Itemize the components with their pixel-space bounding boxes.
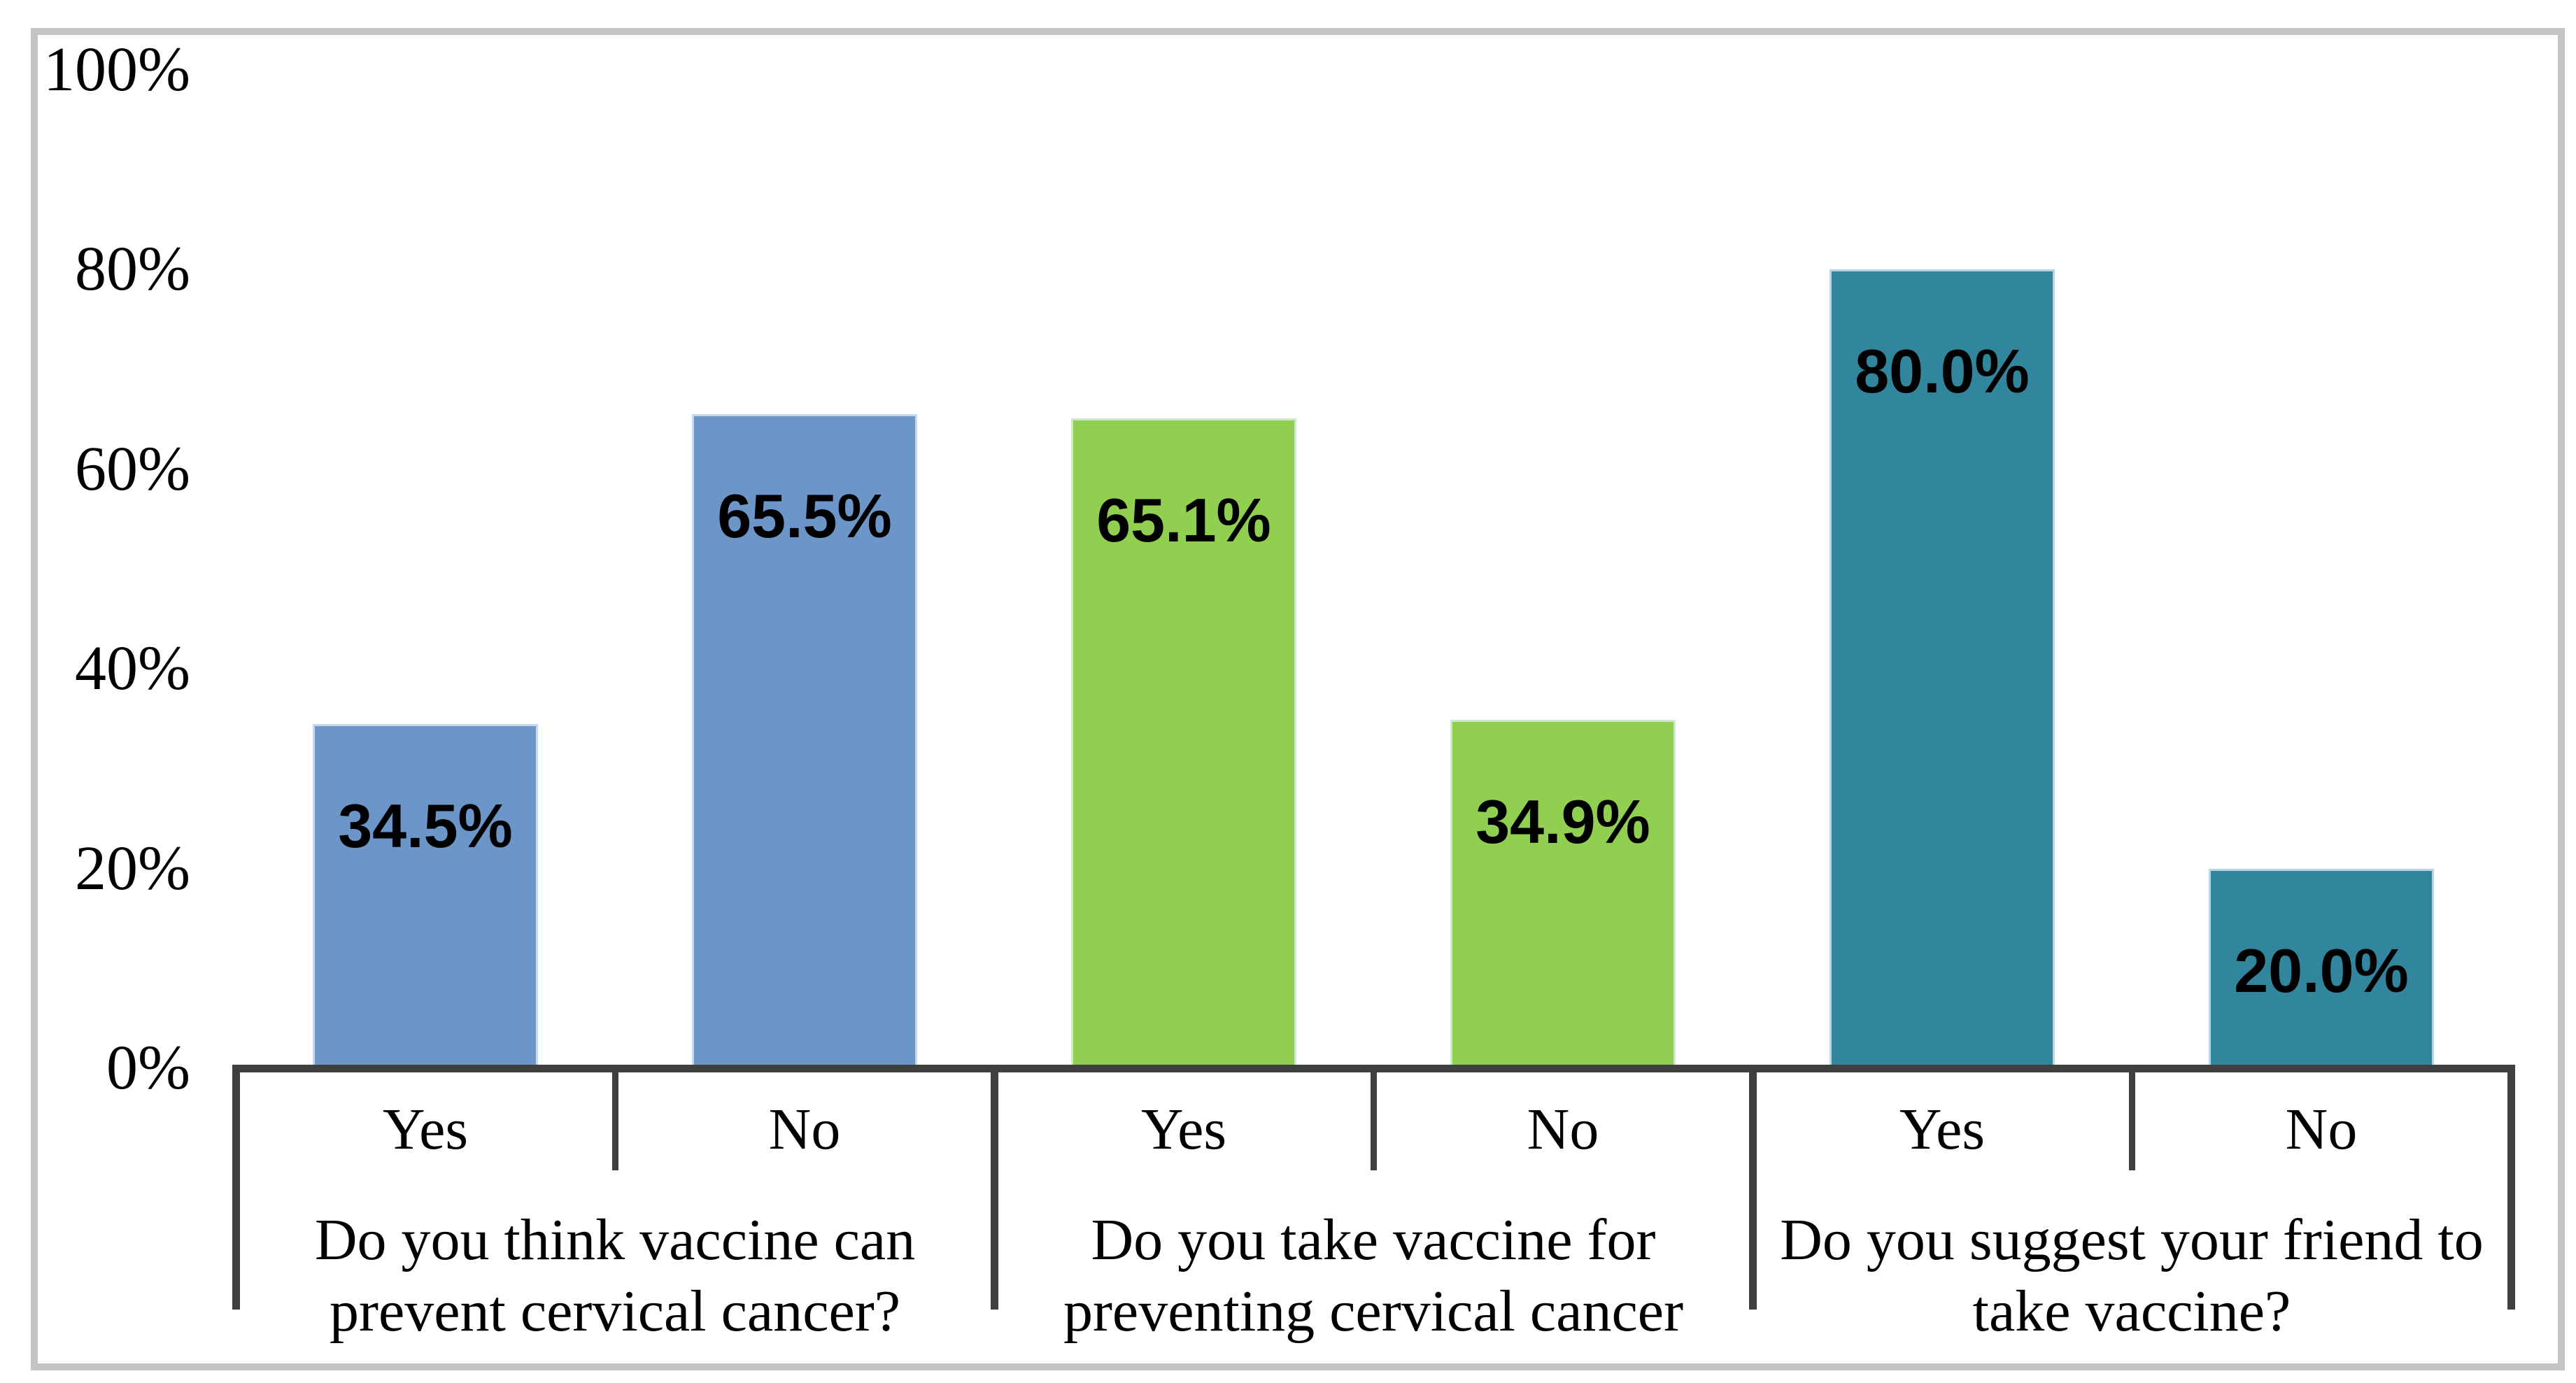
group-question-label: Do you think vaccine can prevent cervica… (248, 1205, 982, 1347)
axis-end-line (2507, 1065, 2515, 1310)
y-axis-label: 60% (75, 434, 190, 504)
group-question-line: Do you take vaccine for (1091, 1207, 1656, 1272)
y-axis-label: 100% (43, 35, 190, 104)
answer-label: No (2285, 1097, 2358, 1162)
answer-tick-line (612, 1068, 618, 1170)
group-separator-line (991, 1065, 998, 1310)
bar-value-label: 34.9% (1475, 787, 1650, 856)
answer-label: Yes (1140, 1097, 1227, 1162)
group-question-line: take vaccine? (1972, 1279, 2291, 1344)
bar: 65.5% (692, 414, 917, 1068)
bar-value-label: 80.0% (1855, 336, 2030, 406)
group-separator-line (1749, 1065, 1757, 1310)
group-question-line: Do you think vaccine can (314, 1207, 916, 1272)
answer-label: No (768, 1097, 841, 1162)
answer-label: No (1527, 1097, 1599, 1162)
answer-label: Yes (1899, 1097, 1986, 1162)
chart-frame (31, 28, 2565, 1370)
bar: 34.9% (1450, 720, 1676, 1068)
bar-value-label: 65.5% (717, 481, 892, 551)
bar: 20.0% (2209, 869, 2434, 1068)
bar-value-label: 34.5% (338, 791, 513, 860)
bar-value-label: 65.1% (1096, 485, 1271, 555)
group-question-line: prevent cervical cancer? (329, 1279, 901, 1344)
bar-value-label: 20.0% (2234, 936, 2409, 1005)
group-question-line: preventing cervical cancer (1063, 1279, 1684, 1344)
y-axis-label: 20% (75, 834, 190, 903)
bar: 65.1% (1071, 418, 1296, 1068)
y-axis-label: 80% (75, 234, 190, 304)
group-question-label: Do you take vaccine for preventing cervi… (1006, 1205, 1741, 1347)
group-question-line: Do you suggest your friend to (1780, 1207, 2484, 1272)
bar: 80.0% (1830, 269, 2055, 1068)
answer-label: Yes (382, 1097, 469, 1162)
y-axis-label: 0% (106, 1033, 190, 1102)
group-question-label: Do you suggest your friend to take vacci… (1764, 1205, 2499, 1347)
axis-start-line (232, 1065, 240, 1310)
answer-tick-line (2129, 1068, 2135, 1170)
answer-tick-line (1371, 1068, 1377, 1170)
y-axis-label: 40% (75, 634, 190, 703)
